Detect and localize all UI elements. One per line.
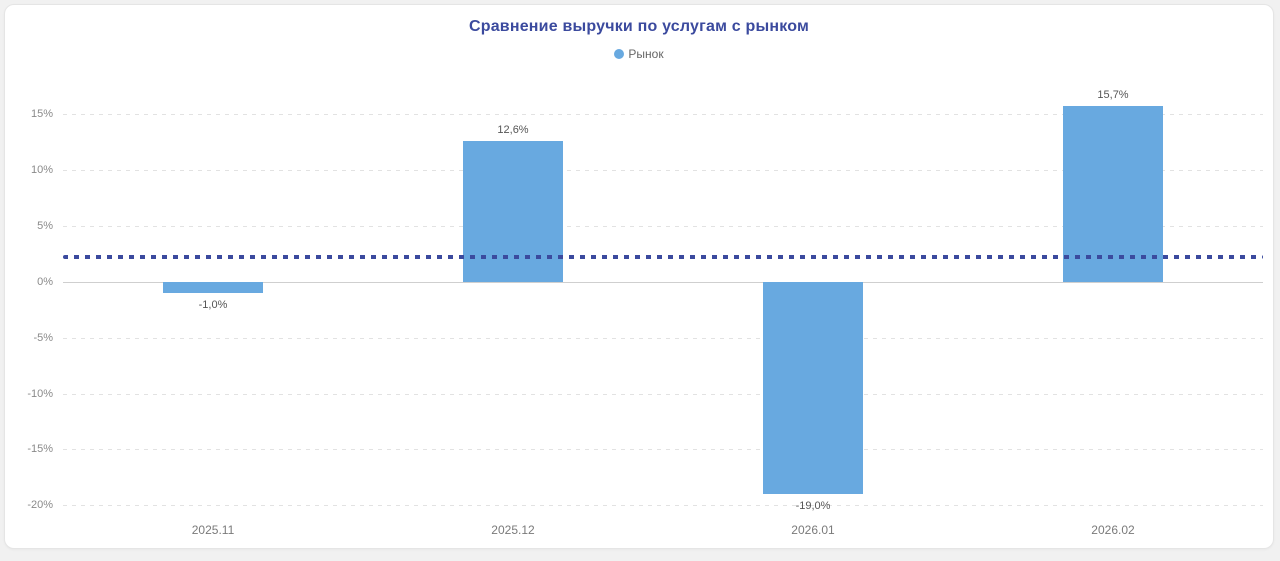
gridline bbox=[63, 505, 1263, 507]
legend-label: Рынок bbox=[628, 47, 664, 61]
y-axis-tick-label: -10% bbox=[27, 387, 53, 400]
bar[interactable] bbox=[163, 281, 263, 293]
bar-value-label: -19,0% bbox=[795, 500, 831, 513]
gridline bbox=[63, 281, 1263, 283]
x-axis-tick-label: 2026.02 bbox=[1091, 523, 1135, 537]
y-axis-tick-label: 0% bbox=[37, 275, 53, 288]
bar[interactable] bbox=[1063, 106, 1163, 282]
reference-line bbox=[63, 255, 1263, 260]
y-axis-tick-label: 5% bbox=[37, 219, 53, 232]
gridline bbox=[63, 449, 1263, 451]
legend-marker-icon bbox=[614, 49, 625, 59]
gridline bbox=[63, 113, 1263, 115]
gridline bbox=[63, 393, 1263, 395]
plot-area: 15% 10% 5% 0% -5% -10% -15% -20% -1,0% 2025.11 12,… bbox=[27, 86, 1263, 537]
bar-value-label: 15,7% bbox=[1097, 89, 1129, 102]
gridline bbox=[63, 169, 1263, 171]
x-axis-tick-label: 2025.11 bbox=[191, 523, 235, 537]
gridline bbox=[63, 337, 1263, 339]
bar-value-label: -1,0% bbox=[198, 298, 228, 311]
chart-title: Сравнение выручки по услугам с рынком bbox=[468, 18, 810, 35]
bar-value-label: 12,6% bbox=[497, 123, 529, 136]
legend-item-market[interactable]: Рынок bbox=[614, 47, 664, 61]
chart-card: Сравнение выручки по услугам с рынком Ры… bbox=[4, 4, 1274, 549]
y-axis-tick-label: 15% bbox=[30, 107, 53, 120]
gridline bbox=[63, 225, 1263, 227]
bar[interactable] bbox=[463, 140, 563, 282]
y-axis-tick-label: -20% bbox=[27, 499, 53, 512]
y-axis-tick-label: -15% bbox=[27, 443, 53, 456]
x-axis-tick-label: 2026.01 bbox=[791, 523, 835, 537]
chart-legend: Рынок bbox=[5, 46, 1273, 62]
y-axis-tick-label: -5% bbox=[33, 331, 53, 344]
y-axis-tick-label: 10% bbox=[30, 163, 53, 176]
x-axis-tick-label: 2025.12 bbox=[491, 523, 535, 537]
bar[interactable] bbox=[763, 281, 863, 495]
